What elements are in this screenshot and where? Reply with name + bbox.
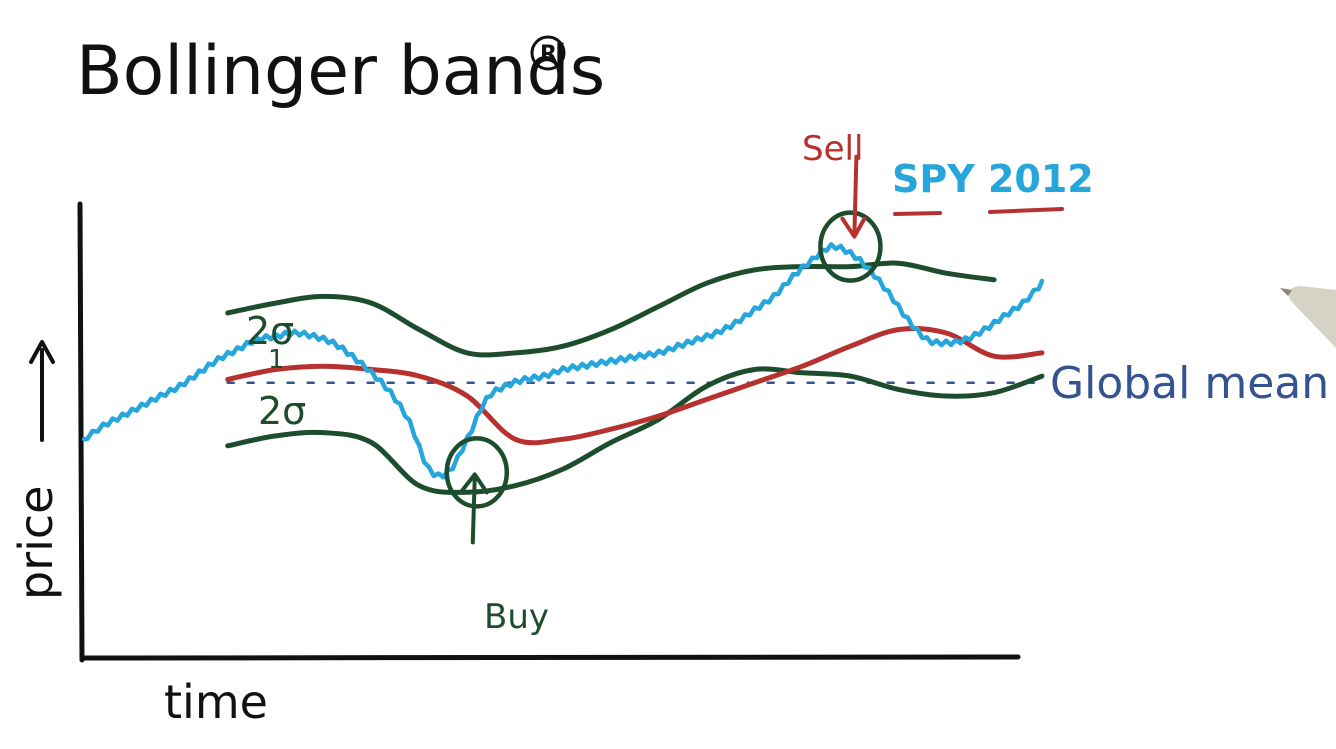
- registered-mark: R: [540, 42, 557, 67]
- legend-spy-label: SPY 2012: [892, 157, 1094, 201]
- buy-label: Buy: [484, 597, 549, 637]
- legend-underline-blue: [893, 211, 942, 216]
- lower-band-line: [225, 366, 1045, 495]
- price-layer: [81, 242, 1045, 480]
- moving-average-line: [225, 326, 1045, 446]
- upper-band-label: 2σ: [246, 309, 294, 353]
- y-axis-label: price: [9, 486, 63, 600]
- y-axis: [77, 201, 85, 663]
- global-mean-label: Global mean: [1050, 358, 1329, 409]
- x-axis: [79, 654, 1021, 661]
- sell-label: Sell: [802, 129, 863, 169]
- price-line: [81, 242, 1045, 480]
- lower-band-label: 2σ: [258, 389, 306, 433]
- buy-marker-circle: [444, 436, 510, 509]
- center-tick-label: 1: [268, 345, 285, 375]
- pen-tip-icon: [1280, 288, 1292, 296]
- sell-arrow: [840, 154, 867, 239]
- pen-icon: [1288, 286, 1336, 348]
- moving-average-layer: [225, 326, 1045, 446]
- legend-underline-red: [988, 207, 1064, 214]
- buy-arrow: [458, 472, 489, 545]
- sell-marker-circle: [818, 210, 883, 283]
- marker-layer: [444, 154, 883, 545]
- x-axis-label: time: [164, 675, 268, 729]
- y-axis-arrow-head: [29, 340, 55, 364]
- registered-mark-circle: [530, 35, 566, 71]
- chart-title: Bollinger bands: [76, 32, 605, 111]
- band-layer: [225, 260, 1045, 495]
